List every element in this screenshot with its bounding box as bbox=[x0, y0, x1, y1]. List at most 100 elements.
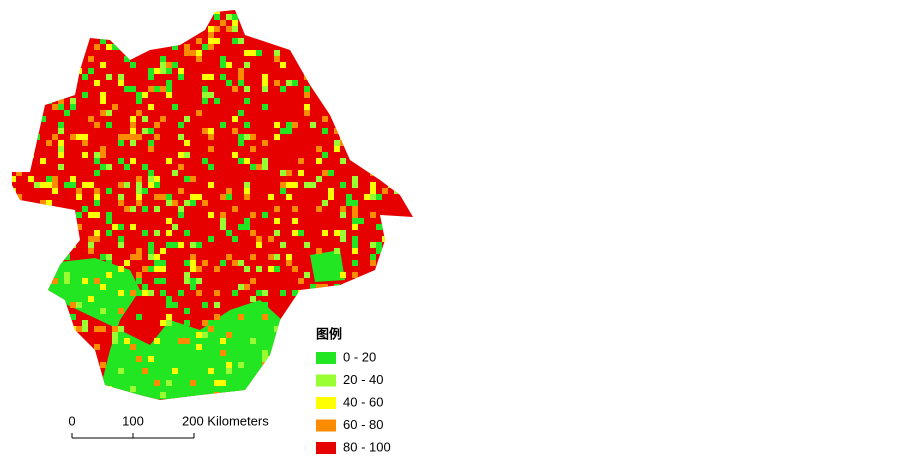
map-cell bbox=[76, 44, 82, 50]
map-cell bbox=[322, 50, 328, 56]
map-cell bbox=[136, 188, 142, 194]
map-cell bbox=[346, 98, 352, 104]
map-cell bbox=[208, 134, 214, 140]
map-cell bbox=[178, 206, 184, 212]
map-cell bbox=[124, 14, 130, 20]
map-cell bbox=[52, 134, 58, 140]
map-cell bbox=[376, 152, 382, 158]
map-cell bbox=[364, 308, 370, 314]
map-cell bbox=[394, 182, 400, 188]
map-cell bbox=[352, 152, 358, 158]
map-cell bbox=[268, 356, 274, 362]
scale-label: 0 bbox=[68, 413, 75, 428]
map-cell bbox=[142, 284, 148, 290]
map-cell bbox=[340, 272, 346, 278]
map-cell bbox=[364, 80, 370, 86]
map-cell bbox=[274, 38, 280, 44]
map-cell bbox=[274, 326, 280, 332]
map-cell bbox=[346, 194, 352, 200]
map-cell bbox=[334, 254, 340, 260]
map-cell bbox=[178, 404, 184, 410]
map-cell bbox=[28, 254, 34, 260]
map-cell bbox=[280, 32, 286, 38]
map-cell bbox=[388, 62, 394, 68]
map-cell bbox=[214, 14, 220, 20]
map-cell bbox=[274, 266, 280, 272]
map-cell bbox=[208, 26, 214, 32]
map-cell bbox=[106, 110, 112, 116]
map-cell bbox=[184, 44, 190, 50]
map-cell bbox=[28, 56, 34, 62]
map-cell bbox=[58, 296, 64, 302]
map-cell bbox=[64, 236, 70, 242]
map-cell bbox=[202, 98, 208, 104]
map-cell bbox=[232, 20, 238, 26]
map-cell bbox=[394, 272, 400, 278]
map-cell bbox=[262, 86, 268, 92]
map-cell bbox=[358, 116, 364, 122]
map-cell bbox=[226, 194, 232, 200]
map-cell bbox=[28, 362, 34, 368]
map-cell bbox=[352, 182, 358, 188]
map-cell bbox=[358, 140, 364, 146]
map-cell bbox=[148, 170, 154, 176]
map-cell bbox=[232, 14, 238, 20]
map-cell bbox=[214, 302, 220, 308]
map-cell bbox=[118, 290, 124, 296]
map-cell bbox=[388, 278, 394, 284]
map-cell bbox=[244, 50, 250, 56]
map-cell bbox=[280, 86, 286, 92]
map-cell bbox=[364, 290, 370, 296]
map-cell bbox=[40, 158, 46, 164]
map-cell bbox=[82, 92, 88, 98]
map-cell bbox=[196, 242, 202, 248]
map-cell bbox=[94, 44, 100, 50]
map-cell bbox=[232, 38, 238, 44]
map-cell bbox=[118, 134, 124, 140]
map-cell bbox=[262, 74, 268, 80]
map-cell bbox=[244, 86, 250, 92]
map-cell bbox=[196, 110, 202, 116]
map-cell bbox=[88, 236, 94, 242]
map-cell bbox=[70, 404, 76, 410]
map-cell bbox=[148, 104, 154, 110]
map-cell bbox=[310, 380, 316, 386]
map-cell bbox=[334, 248, 340, 254]
map-cell bbox=[238, 38, 244, 44]
map-cell bbox=[406, 80, 412, 86]
map-cell bbox=[136, 194, 142, 200]
map-cell bbox=[286, 362, 292, 368]
map-cell bbox=[178, 338, 184, 344]
map-cell bbox=[112, 404, 118, 410]
map-cell bbox=[16, 170, 22, 176]
map-cell bbox=[112, 104, 118, 110]
map-cell bbox=[346, 116, 352, 122]
map-cell bbox=[16, 302, 22, 308]
map-cell bbox=[34, 218, 40, 224]
map-cell bbox=[64, 254, 70, 260]
map-cell bbox=[298, 14, 304, 20]
map-cell bbox=[166, 296, 172, 302]
map-cell bbox=[316, 176, 322, 182]
map-cell bbox=[76, 68, 82, 74]
map-cell bbox=[46, 140, 52, 146]
map-cell bbox=[340, 32, 346, 38]
map-cell bbox=[352, 260, 358, 266]
map-cell bbox=[100, 254, 106, 260]
map-cell bbox=[412, 98, 413, 104]
map-cell bbox=[196, 344, 202, 350]
map-cell bbox=[400, 272, 406, 278]
map-cell bbox=[106, 386, 112, 392]
map-cell bbox=[16, 344, 22, 350]
map-cell bbox=[202, 260, 208, 266]
map-cell bbox=[70, 176, 76, 182]
map-cell bbox=[172, 338, 178, 344]
map-cell bbox=[256, 236, 262, 242]
map-cell bbox=[148, 266, 154, 272]
map-cell bbox=[16, 404, 22, 410]
map-cell bbox=[52, 236, 58, 242]
map-cell bbox=[178, 350, 184, 356]
map-cell bbox=[250, 296, 256, 302]
map-cell bbox=[256, 50, 262, 56]
map-cell bbox=[244, 194, 250, 200]
